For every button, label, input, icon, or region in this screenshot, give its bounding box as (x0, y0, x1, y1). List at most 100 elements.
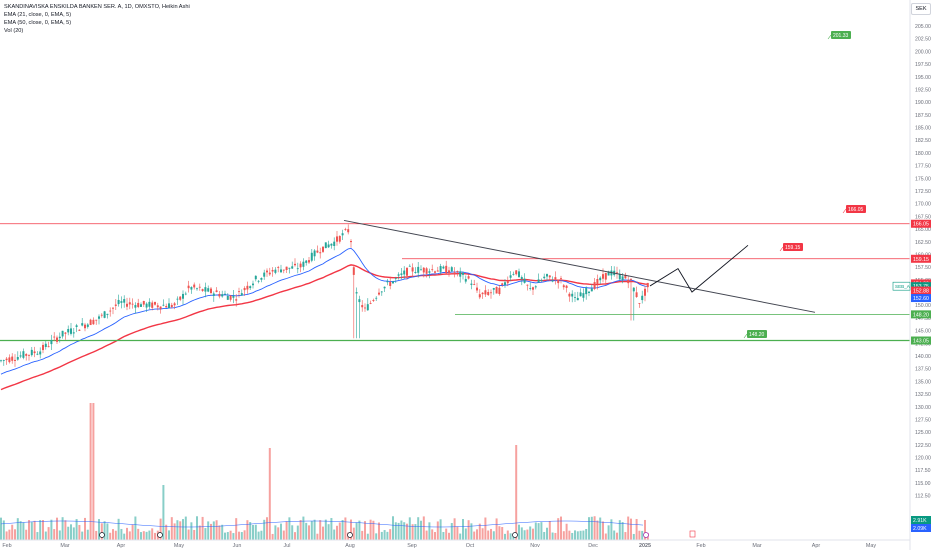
volume-bar (2, 520, 5, 540)
candle-body (380, 291, 383, 293)
price-tick-label: 157.50 (915, 265, 931, 271)
candle-body (599, 277, 602, 281)
volume-bar (198, 525, 201, 540)
candle-body (523, 278, 526, 283)
candle-body (159, 306, 162, 310)
candle-body (515, 270, 518, 275)
level-price-tag (911, 336, 931, 345)
candle-body (386, 281, 389, 283)
price-axis[interactable]: 205.00 202.50 200.00 197.50 195.00 192.50 190.… (892, 0, 932, 550)
volume-bar (602, 521, 604, 540)
volume-bar (299, 520, 302, 540)
event-markers[interactable] (99, 530, 696, 538)
candle-body (534, 286, 537, 288)
price-tick-label: 202.50 (915, 37, 931, 43)
candle-body (481, 292, 484, 295)
ema50-legend[interactable]: EMA (50, close, 0, EMA, 5) (4, 20, 72, 26)
volume-bar (249, 522, 252, 540)
candle-body (30, 349, 33, 356)
price-tick-label: 135.00 (915, 379, 931, 385)
currency-button[interactable]: SEK (911, 3, 931, 15)
volume-bar (627, 516, 630, 540)
volume-bar (520, 527, 523, 540)
candle-body (473, 284, 476, 285)
volume-bar (179, 521, 182, 540)
volume-bar (431, 529, 434, 540)
candle-body (176, 298, 179, 300)
volume-bar (154, 532, 156, 540)
volume-bar (383, 530, 386, 540)
flag-text: 159.15 (785, 245, 801, 251)
symbol-title[interactable]: SKANDINAVISKA ENSKILDA BANKEN SER. A, 1D… (4, 4, 190, 10)
price-tag (911, 294, 931, 303)
volume-bar (327, 524, 330, 540)
volume-bar (274, 525, 277, 540)
candle-body (434, 271, 436, 273)
candle-body (560, 278, 562, 279)
price-tick-label: 117.50 (915, 468, 931, 474)
volume-bar (215, 520, 218, 540)
event-marker (512, 532, 518, 538)
candle-body (221, 294, 224, 297)
volume-bar (25, 529, 28, 540)
candle-body (537, 279, 540, 283)
candle-body (520, 277, 523, 280)
time-axis[interactable]: Feb Mar Apr May Jun Jul Aug Sep Oct Nov Dec 2025 Feb… (0, 539, 910, 549)
volume-bar (322, 526, 324, 540)
candle-body (490, 292, 492, 294)
volume-bar (5, 531, 8, 540)
volume-bar (341, 520, 344, 540)
volume-bar (224, 532, 226, 540)
ema21-legend[interactable]: EMA (21, close, 0, EMA, 5) (4, 12, 72, 18)
volume-bar (596, 520, 599, 540)
flag-pole (827, 34, 832, 40)
volume-bar (585, 528, 588, 540)
candle-body (361, 305, 364, 308)
horizontal-levels[interactable] (0, 223, 910, 342)
candle-body (484, 290, 487, 295)
price-tick-label: 147.50 (915, 316, 931, 322)
price-tick-label: 195.00 (915, 75, 931, 81)
candle-body (428, 271, 431, 273)
volume-bar (478, 523, 481, 540)
volume-bar (492, 531, 495, 540)
time-tick-label: Jul (284, 543, 291, 549)
candle-body (22, 351, 25, 358)
volume-bar (109, 532, 112, 540)
volume-bar (140, 532, 142, 540)
price-tick-label: 162.50 (915, 240, 931, 246)
symbol-tag-text: SEB_A (895, 284, 911, 289)
volume-bar (333, 529, 336, 540)
level-price-text: 166.05 (913, 222, 929, 228)
candle-body (383, 286, 386, 289)
price-tick-label: 192.50 (915, 87, 931, 93)
candle-body (352, 267, 355, 275)
volume-bar (565, 523, 568, 540)
volume-bar (450, 523, 453, 540)
price-tick-label: 125.00 (915, 430, 931, 436)
candle-body (624, 274, 627, 279)
candle-body (165, 306, 168, 308)
volume-bar (103, 521, 106, 540)
candle-body (526, 284, 529, 286)
candle-body (294, 263, 296, 266)
volume-bar (240, 532, 243, 540)
candle-body (406, 267, 408, 276)
candle-body (450, 267, 453, 272)
volume-bar (22, 522, 25, 540)
volume-bar (588, 517, 590, 540)
price-tick-label: 205.00 (915, 24, 931, 30)
candle-body (414, 272, 417, 273)
event-marker (157, 532, 163, 538)
candle-body (114, 304, 117, 306)
volume-bar (610, 519, 613, 540)
candle-body (397, 274, 400, 276)
volume-bar (403, 522, 406, 540)
drawings[interactable]: 166.05 159.15 148.20 201.33 (343, 31, 866, 339)
volume-bar (599, 517, 602, 540)
volume-bar (484, 517, 487, 540)
volume-legend[interactable]: Vol (20) (4, 28, 24, 34)
volume-bar (117, 518, 120, 540)
